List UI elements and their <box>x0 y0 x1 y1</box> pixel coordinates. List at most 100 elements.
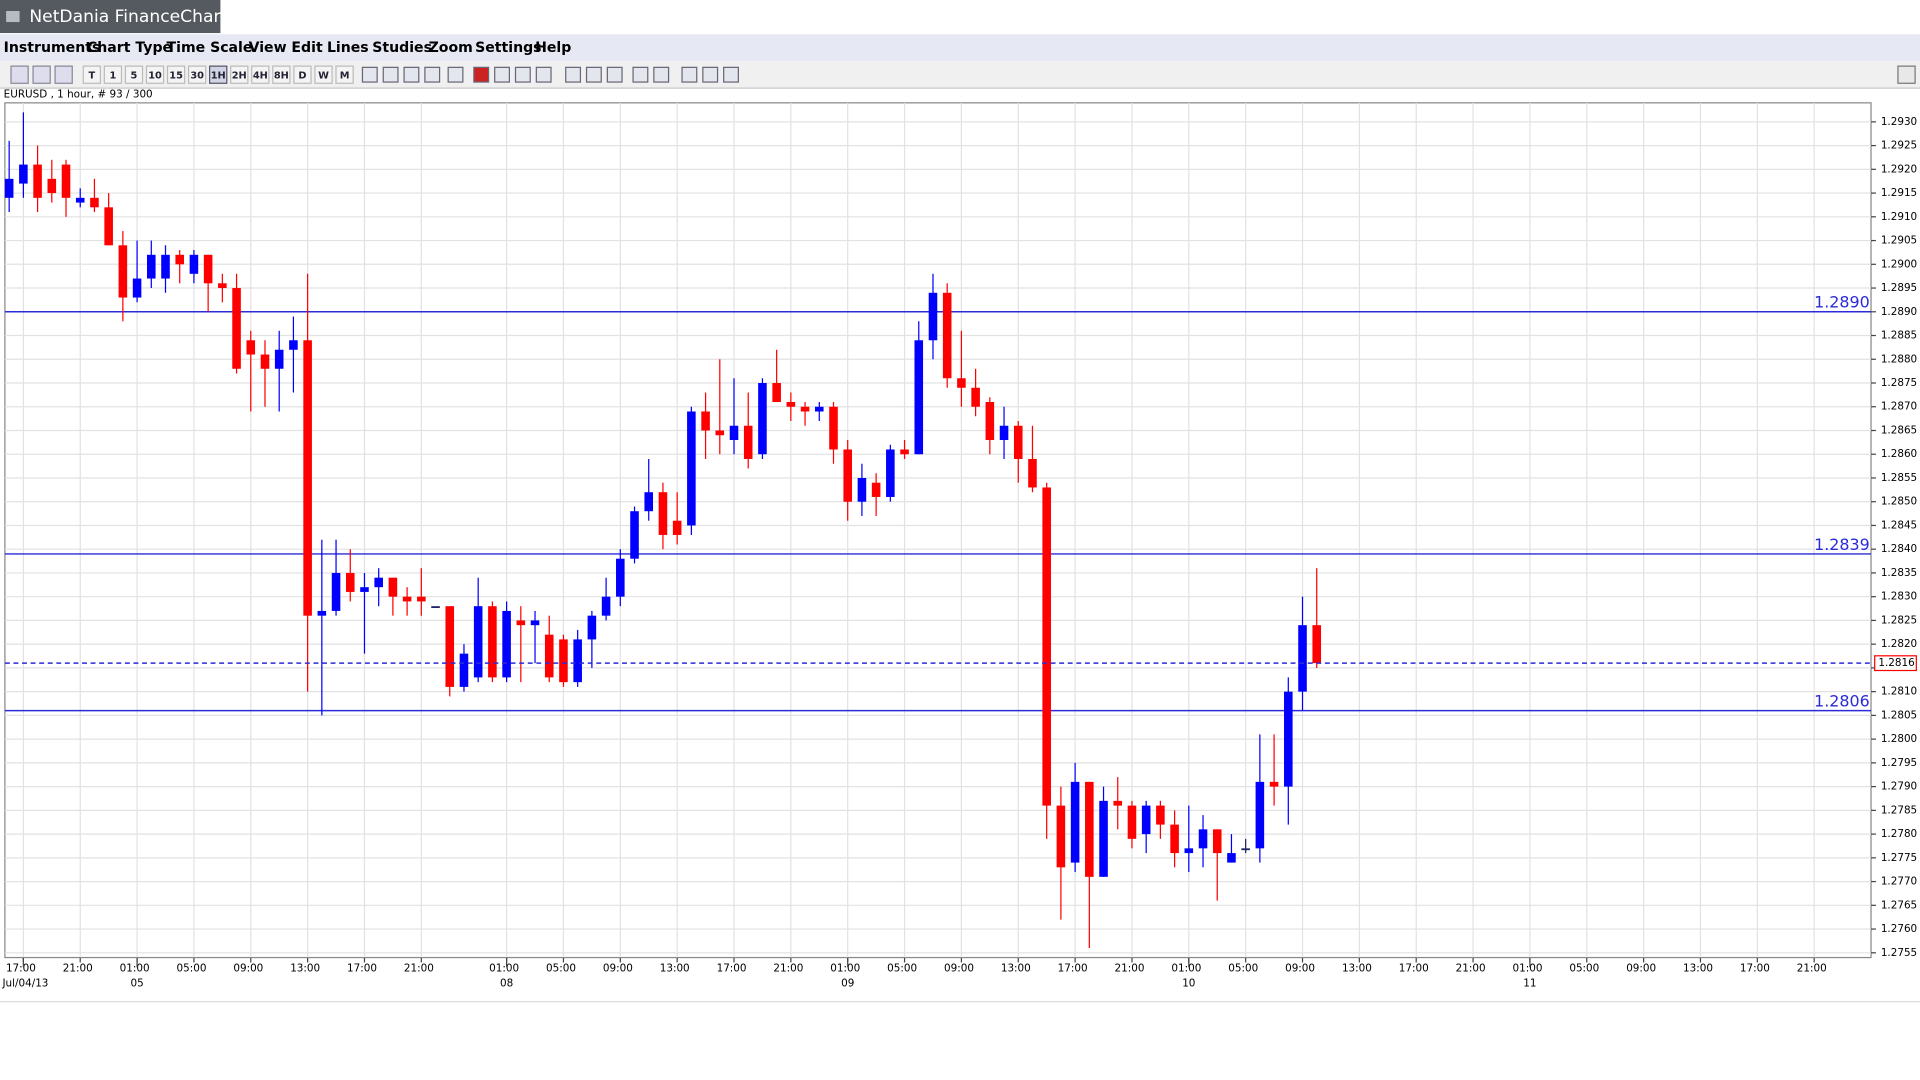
candle-body <box>829 406 838 450</box>
candle-body <box>203 254 213 284</box>
candle-body <box>274 349 284 369</box>
x-tick-label: 21:00 <box>1115 963 1145 975</box>
menu-item[interactable]: Time Scale <box>167 40 253 56</box>
toolbar-icon[interactable] <box>514 66 531 83</box>
menu-item[interactable]: Chart Type <box>87 40 172 56</box>
candle-body <box>132 278 142 298</box>
candle-body <box>587 615 597 640</box>
toolbar-icon[interactable] <box>585 66 602 83</box>
candle-body <box>303 340 312 616</box>
date-label: 08 <box>500 977 513 989</box>
candle-body <box>843 449 852 502</box>
toolbar-icon[interactable] <box>723 66 739 83</box>
y-tick-label: 1.2875 <box>1881 377 1917 389</box>
toolbar-button[interactable] <box>272 65 291 84</box>
toolbar-button[interactable] <box>314 65 333 84</box>
toolbar-button[interactable] <box>335 65 354 84</box>
toolbar-icon[interactable] <box>606 66 623 83</box>
toolbar-icon[interactable] <box>10 65 29 84</box>
x-tick-label: 01:00 <box>830 963 860 975</box>
toolbar-icon[interactable] <box>54 65 73 84</box>
candle-body <box>431 606 440 609</box>
candle-body <box>1141 805 1151 835</box>
toolbar-icon[interactable] <box>702 66 719 83</box>
candle-body <box>1127 805 1137 839</box>
x-tick-label: 09:00 <box>944 963 974 975</box>
candle-body <box>814 406 824 412</box>
toolbar-icon[interactable] <box>447 66 464 83</box>
panel-button[interactable] <box>1897 65 1916 84</box>
y-tick-label: 1.2880 <box>1881 353 1917 365</box>
toolbar-icon[interactable] <box>565 66 582 83</box>
x-tick-label: 01:00 <box>120 963 150 975</box>
date-label: 09 <box>841 977 854 989</box>
toolbar-icon[interactable] <box>632 66 649 83</box>
candle-body <box>985 402 995 440</box>
toolbar-icon[interactable] <box>424 66 441 83</box>
candle-body <box>417 596 426 602</box>
candle-body <box>360 587 369 592</box>
menu-item[interactable]: Studies <box>372 40 432 56</box>
menu-item[interactable]: Settings <box>475 40 541 56</box>
candle-body <box>1099 800 1108 877</box>
x-tick-label: 13:00 <box>1342 963 1372 975</box>
menu-item[interactable]: Edit <box>291 40 323 56</box>
candle-body <box>4 178 14 198</box>
toolbar-icon[interactable] <box>535 66 552 83</box>
toolbar-button[interactable] <box>103 65 123 84</box>
menu-item[interactable]: View <box>249 40 287 56</box>
toolbar-button[interactable] <box>230 65 249 84</box>
toolbar-icon[interactable] <box>653 66 670 83</box>
menu-item[interactable]: Help <box>535 40 571 56</box>
y-tick-label: 1.2925 <box>1881 140 1917 152</box>
menu-item[interactable]: Instruments <box>4 40 101 56</box>
candle-body <box>715 430 725 436</box>
toolbar-icon[interactable] <box>494 66 510 83</box>
candle-body <box>1227 853 1236 863</box>
y-tick-label: 1.2885 <box>1881 330 1917 342</box>
toolbar-icon[interactable] <box>473 66 490 83</box>
candle-body <box>1255 781 1265 849</box>
toolbar-button[interactable] <box>145 65 165 84</box>
candle-body <box>544 634 554 678</box>
toolbar-icon[interactable] <box>361 66 378 83</box>
plot-frame <box>4 102 1872 959</box>
candle-body <box>871 482 881 497</box>
toolbar-button[interactable] <box>187 65 207 84</box>
toolbar-button[interactable] <box>209 65 228 84</box>
toolbar-button[interactable] <box>293 65 312 84</box>
toolbar-button[interactable] <box>124 65 144 84</box>
toolbar-icon[interactable] <box>382 66 399 83</box>
toolbar-button[interactable] <box>166 65 186 84</box>
toolbar-label: 30 <box>190 70 204 81</box>
candle-body <box>630 511 639 559</box>
candle-body <box>1156 805 1165 825</box>
title-bar <box>0 0 1920 35</box>
title-tab <box>0 0 221 34</box>
candle-body <box>459 653 469 687</box>
candle-body <box>317 610 327 616</box>
candle-body <box>1298 625 1307 692</box>
candle-body <box>971 387 980 407</box>
horizontal-line-label: 1.2806 <box>1814 692 1870 711</box>
date-label: 10 <box>1182 977 1195 989</box>
menu-item[interactable]: Lines <box>327 40 369 56</box>
chart-panel <box>0 89 1920 1002</box>
menu-item[interactable]: Zoom <box>429 40 473 56</box>
candle-body <box>1056 805 1066 868</box>
candle-body <box>1184 848 1194 854</box>
candle-body <box>345 572 355 592</box>
y-tick-label: 1.2825 <box>1881 614 1917 626</box>
candle-body <box>1284 691 1293 787</box>
toolbar-button[interactable] <box>82 65 102 84</box>
candle-body <box>800 406 810 412</box>
toolbar-icon[interactable] <box>681 66 698 83</box>
horizontal-line-label: 1.2890 <box>1814 293 1870 312</box>
candle-body <box>1269 781 1279 787</box>
toolbar-button[interactable] <box>251 65 270 84</box>
x-tick-label: 05:00 <box>887 963 917 975</box>
toolbar-icon[interactable] <box>403 66 420 83</box>
candle-body <box>857 477 867 502</box>
candle-body <box>75 197 85 203</box>
toolbar-icon[interactable] <box>32 65 51 84</box>
